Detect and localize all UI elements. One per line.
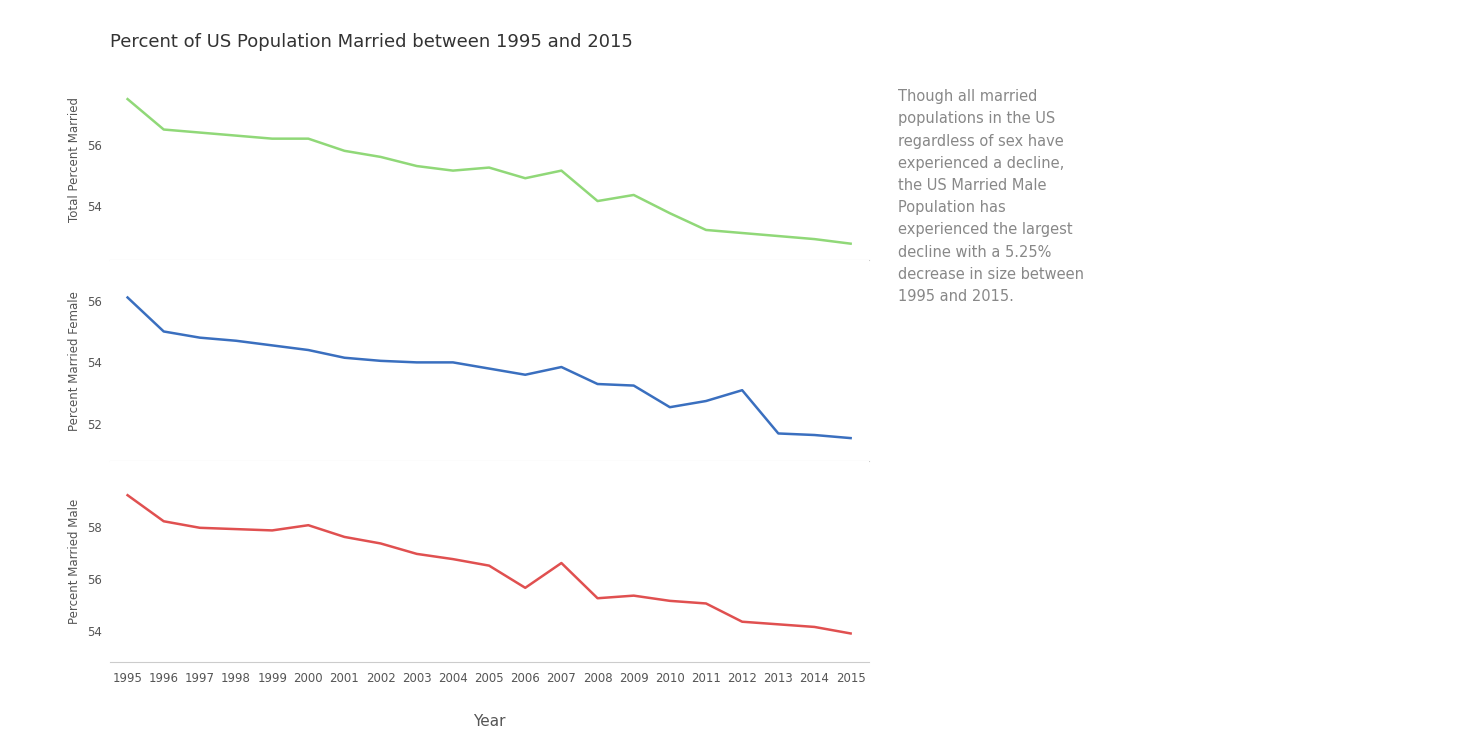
Text: Year: Year [473,714,505,729]
Y-axis label: Total Percent Married: Total Percent Married [69,97,82,222]
Text: Percent of US Population Married between 1995 and 2015: Percent of US Population Married between… [110,33,632,51]
Text: Though all married
populations in the US
regardless of sex have
experienced a de: Though all married populations in the US… [898,89,1083,304]
Y-axis label: Percent Married Male: Percent Married Male [69,499,82,624]
Y-axis label: Percent Married Female: Percent Married Female [69,291,82,431]
